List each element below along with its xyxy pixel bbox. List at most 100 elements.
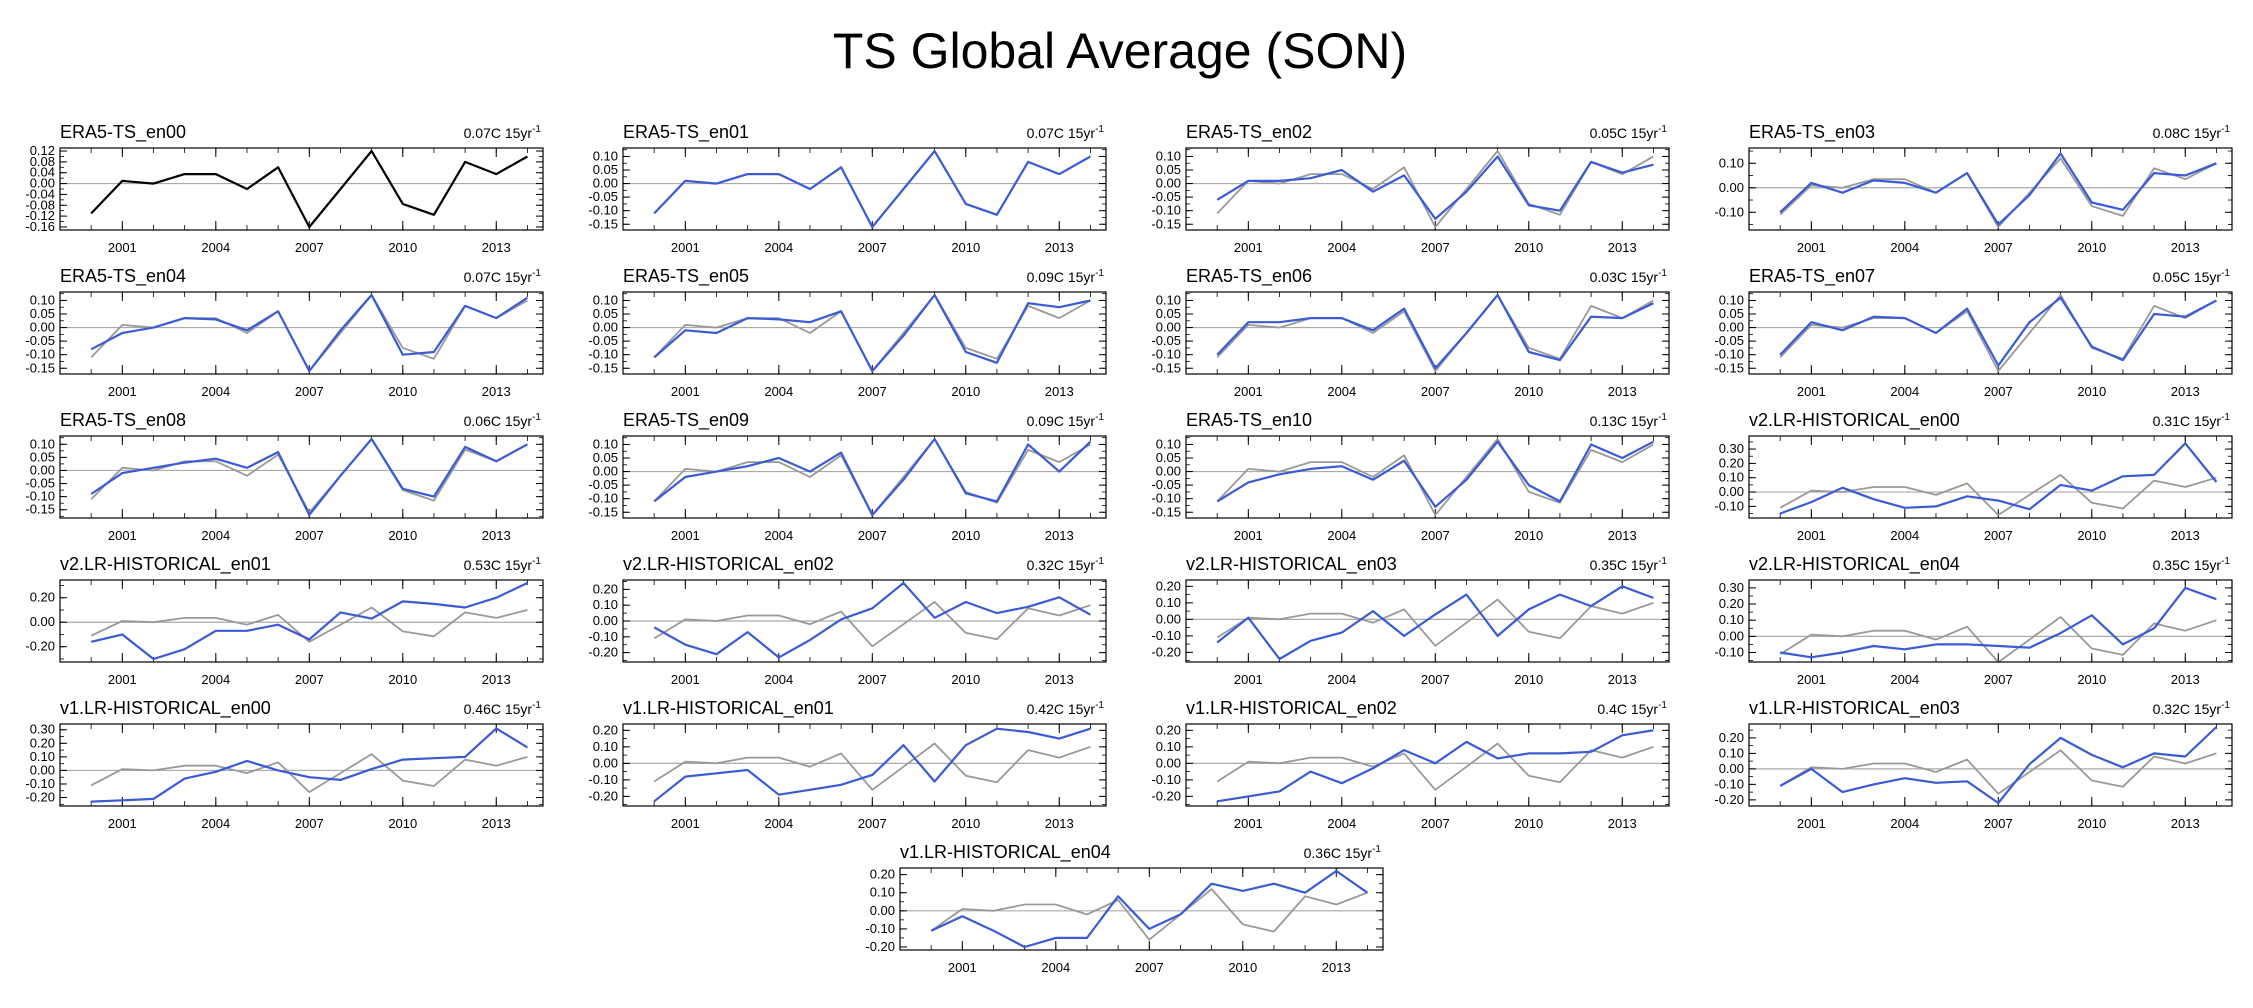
y-tick-label: 0.10 <box>1719 612 1744 627</box>
y-tick-label: 0.00 <box>30 320 55 335</box>
y-tick-label: 0.00 <box>1719 180 1744 195</box>
y-tick-label: -0.15 <box>1151 504 1181 519</box>
x-tick-label: 2004 <box>764 672 793 687</box>
y-tick-label: 0.20 <box>1719 596 1744 611</box>
x-tick-label: 2004 <box>1890 384 1919 399</box>
panel: v1.LR-HISTORICAL_en04 0.36C 15yr-1 0.20 0.1… <box>865 842 1384 975</box>
x-tick-label: 2001 <box>108 384 137 399</box>
trend-superscript: -1 <box>1095 412 1104 423</box>
y-tick-label: 0.00 <box>30 176 55 191</box>
x-tick-label: 2007 <box>1421 672 1450 687</box>
x-tick-label: 2001 <box>108 672 137 687</box>
panel: v1.LR-HISTORICAL_en02 0.4C 15yr-1 0.20 0.10… <box>1151 698 1670 831</box>
x-tick-label: 2001 <box>1234 384 1263 399</box>
y-tick-label: 0.20 <box>30 590 55 605</box>
y-tick-label: -0.05 <box>1714 333 1744 348</box>
ensemble-series-line <box>1217 729 1654 803</box>
y-tick-label: 0.10 <box>1719 745 1744 760</box>
plot-frame <box>59 435 544 519</box>
x-tick-label: 2004 <box>1327 672 1356 687</box>
panel-trend: 0.09C 15yr-1 <box>1027 268 1105 285</box>
x-tick-label: 2013 <box>2171 672 2200 687</box>
panel-trend: 0.42C 15yr-1 <box>1027 700 1105 717</box>
x-tick-label: 2013 <box>1045 384 1074 399</box>
x-tick-label: 2001 <box>1797 672 1826 687</box>
y-tick-label: 0.20 <box>1719 455 1744 470</box>
y-tick-label: 0.20 <box>1156 578 1181 593</box>
panel-trend: 0.46C 15yr-1 <box>464 700 542 717</box>
x-tick-label: 2007 <box>1984 528 2013 543</box>
x-tick-label: 2004 <box>1890 816 1919 831</box>
plot-frame <box>59 723 544 807</box>
x-tick-label: 2010 <box>1514 672 1543 687</box>
panel-title: v2.LR-HISTORICAL_en02 <box>623 554 834 575</box>
y-tick-label: 0.00 <box>1156 320 1181 335</box>
panel: v2.LR-HISTORICAL_en03 0.35C 15yr-1 0.20 0.1… <box>1151 554 1670 687</box>
reference-overlay-line <box>1216 598 1654 647</box>
y-tick-label: -0.08 <box>25 197 55 212</box>
trend-superscript: -1 <box>532 556 541 567</box>
y-tick-label: -0.15 <box>1151 360 1181 375</box>
x-tick-label: 2007 <box>295 384 324 399</box>
x-tick-label: 2004 <box>201 528 230 543</box>
x-tick-label: 2010 <box>1514 528 1543 543</box>
panel: ERA5-TS_en02 0.05C 15yr-1 0.100.050.00-0.0… <box>1151 122 1670 255</box>
x-tick-label: 2004 <box>764 528 793 543</box>
x-tick-label: 2013 <box>482 384 511 399</box>
panel: ERA5-TS_en10 0.13C 15yr-1 0.100.050.00-0.0… <box>1151 410 1670 543</box>
x-tick-label: 2001 <box>108 240 137 255</box>
x-tick-label: 2010 <box>2077 384 2106 399</box>
plot-frame <box>1185 435 1670 519</box>
trend-superscript: -1 <box>2221 124 2230 135</box>
panel-trend: 0.35C 15yr-1 <box>1590 556 1668 573</box>
reference-overlay-line <box>1216 294 1654 372</box>
panel-trend: 0.07C 15yr-1 <box>1027 124 1105 141</box>
trend-superscript: -1 <box>1658 124 1667 135</box>
ensemble-series-line <box>1216 585 1654 661</box>
y-tick-label: 0.00 <box>1719 628 1744 643</box>
x-tick-label: 2007 <box>1421 384 1450 399</box>
panel-title: v2.LR-HISTORICAL_en04 <box>1749 554 1960 575</box>
plot-frame <box>622 291 1107 375</box>
panel-title: ERA5-TS_en03 <box>1749 122 1875 143</box>
ensemble-series-line <box>653 149 1091 229</box>
y-tick-label: 0.00 <box>1719 761 1744 776</box>
panel-trend: 0.07C 15yr-1 <box>464 268 542 285</box>
ensemble-series-line <box>90 582 528 661</box>
y-tick-label: 0.05 <box>1156 162 1181 177</box>
y-tick-label: -0.20 <box>1714 792 1744 807</box>
x-tick-label: 2004 <box>201 240 230 255</box>
x-tick-label: 2013 <box>2171 384 2200 399</box>
y-tick-label: -0.20 <box>1151 788 1181 803</box>
panel-title: v1.LR-HISTORICAL_en01 <box>623 698 834 719</box>
y-tick-label: -0.10 <box>865 921 895 936</box>
y-tick-label: 0.20 <box>593 722 618 737</box>
x-tick-label: 2010 <box>951 384 980 399</box>
y-tick-label: 0.05 <box>30 306 55 321</box>
y-tick-label: 0.10 <box>593 148 618 163</box>
trend-superscript: -1 <box>2221 700 2230 711</box>
ensemble-series-line <box>1216 155 1654 220</box>
plot-frame <box>1748 291 2233 375</box>
ensemble-series-line <box>1216 440 1654 508</box>
y-tick-label: -0.15 <box>25 360 55 375</box>
y-tick-label: -0.10 <box>1151 347 1181 362</box>
y-tick-label: 0.00 <box>593 613 618 628</box>
x-tick-label: 2004 <box>764 240 793 255</box>
plot-frame <box>1748 723 2233 807</box>
y-tick-label: 0.20 <box>1156 722 1181 737</box>
reference-overlay-line <box>90 294 528 372</box>
x-tick-label: 2007 <box>1421 528 1450 543</box>
x-tick-label: 2010 <box>2077 816 2106 831</box>
y-tick-label: 0.00 <box>1719 484 1744 499</box>
panel: ERA5-TS_en03 0.08C 15yr-1 0.10 0.00 -0.10 200… <box>1714 122 2233 255</box>
reference-overlay-line <box>1216 438 1654 516</box>
y-tick-label: -0.10 <box>1151 491 1181 506</box>
reference-overlay-line <box>930 888 1368 941</box>
y-tick-label: -0.15 <box>25 502 55 517</box>
x-tick-label: 2001 <box>1797 528 1826 543</box>
y-tick-label: -0.04 <box>25 186 55 201</box>
x-tick-label: 2004 <box>1327 384 1356 399</box>
x-tick-label: 2013 <box>1045 240 1074 255</box>
figure-title: TS Global Average (SON) <box>833 23 1407 79</box>
